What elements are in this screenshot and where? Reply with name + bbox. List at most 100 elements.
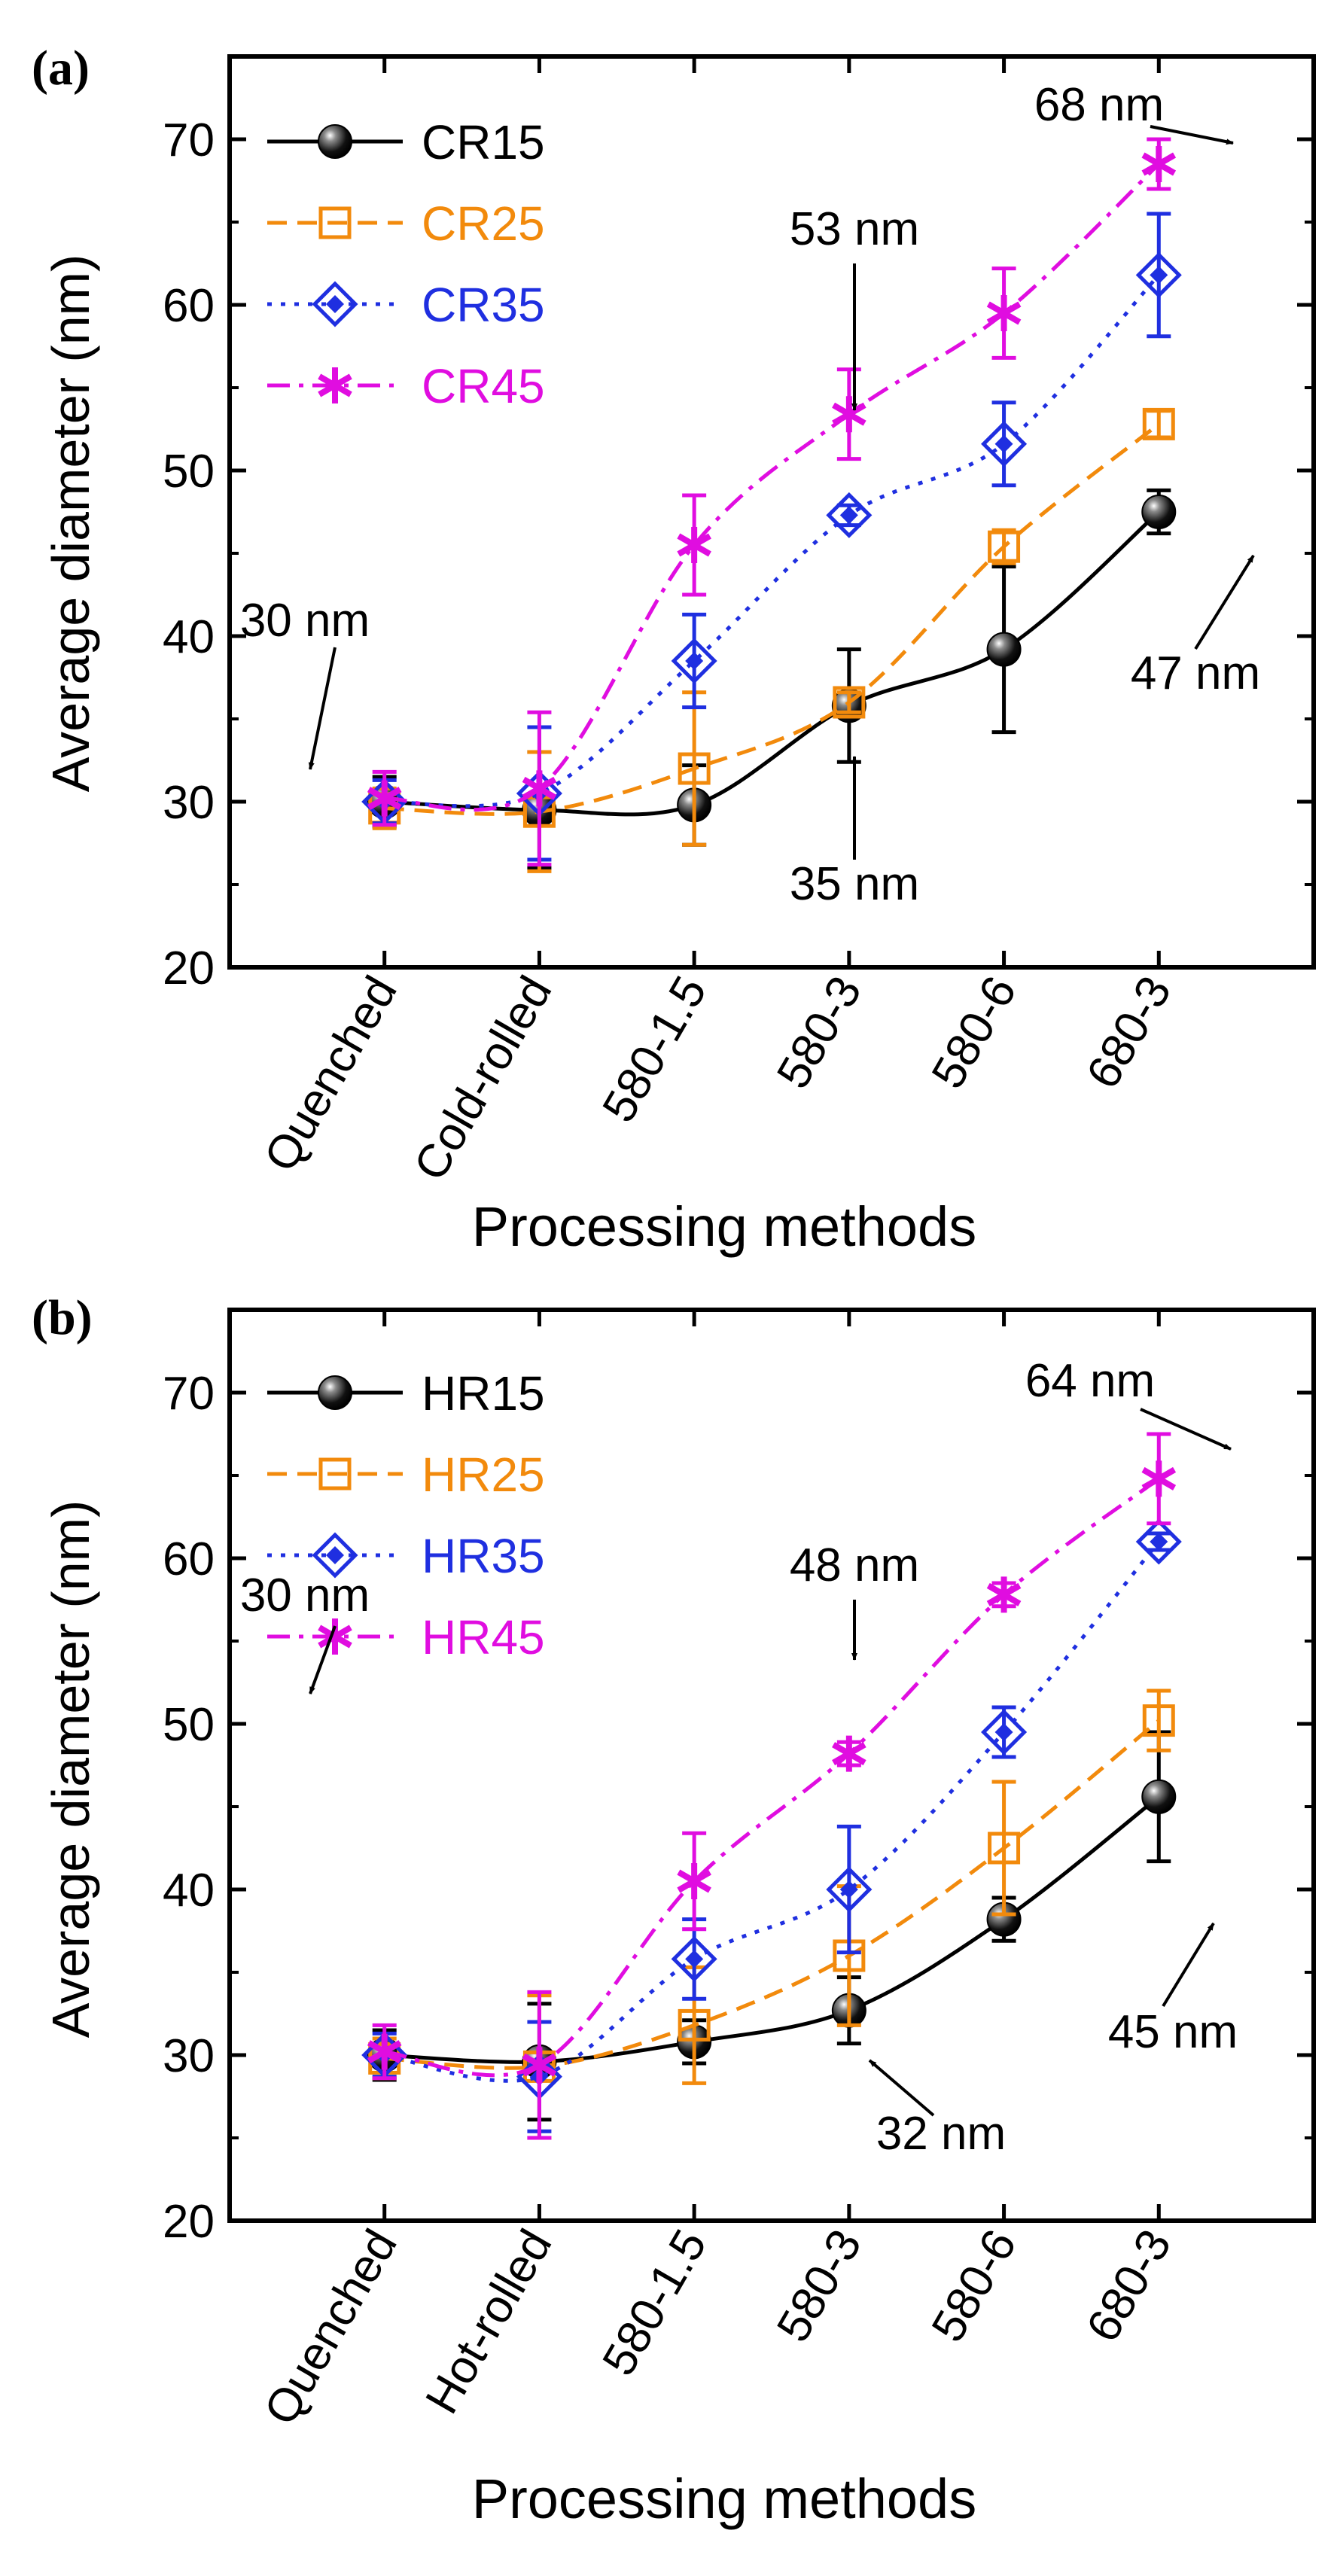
data-point <box>988 530 1021 563</box>
y-tick-label: 20 <box>163 942 215 994</box>
data-point <box>1141 146 1177 182</box>
legend-label: CR15 <box>422 115 545 169</box>
annotation-label: 48 nm <box>790 1539 919 1591</box>
data-point <box>677 1863 711 1899</box>
x-tick-label: Quenched <box>254 968 407 1180</box>
annotation-label: 53 nm <box>790 203 919 255</box>
annotation: 35 nm <box>790 756 919 910</box>
series-CR25 <box>368 407 1175 873</box>
legend-label: HR25 <box>422 1448 545 1502</box>
legend-item-CR25: CR25 <box>267 196 545 251</box>
annotation: 45 nm <box>1108 1922 1238 2058</box>
data-point <box>522 2047 557 2084</box>
series-HR15 <box>367 1730 1177 2122</box>
x-tick-label: 580-6 <box>922 2221 1027 2351</box>
legend-marker <box>312 281 358 327</box>
data-point-core <box>994 434 1013 453</box>
plot-frame <box>227 54 1316 970</box>
data-point <box>832 1735 866 1772</box>
data-point <box>832 396 866 433</box>
x-tick-label: 580-1.5 <box>592 968 717 1131</box>
annotation: 47 nm <box>1131 554 1260 699</box>
data-point-core <box>839 1880 858 1899</box>
panel-label: (a) <box>32 41 90 96</box>
legend-label: HR45 <box>422 1610 545 1664</box>
annotation-arrow <box>1162 1922 1215 2008</box>
data-point <box>826 1866 873 1913</box>
data-point <box>1135 1518 1182 1565</box>
data-point <box>986 632 1022 667</box>
series-line <box>384 163 1161 812</box>
series-line <box>384 273 1161 808</box>
series-HR25 <box>368 1688 1175 2140</box>
annotation-arrow <box>1140 1408 1232 1451</box>
panel-b: (b) Average diameter (nm) Processing met… <box>32 1290 1316 2530</box>
y-tick-label: 50 <box>163 1699 215 1751</box>
legend-label: HR35 <box>422 1529 545 1583</box>
annotation-label: 64 nm <box>1025 1355 1155 1407</box>
legend-item-CR35: CR35 <box>267 278 545 332</box>
data-point <box>986 1576 1022 1613</box>
data-point <box>671 638 717 684</box>
series-line <box>384 422 1160 816</box>
data-point <box>677 527 711 563</box>
data-point <box>988 1832 1021 1865</box>
data-point <box>986 295 1022 331</box>
y-axis-title: Average diameter (nm) <box>41 254 100 793</box>
legend-item-HR25: HR25 <box>267 1448 545 1502</box>
annotation-label: 68 nm <box>1034 79 1164 131</box>
y-axis-title: Average diameter (nm) <box>41 1500 100 2039</box>
legend-item-HR35: HR35 <box>267 1529 545 1583</box>
legend-marker-core <box>326 295 344 313</box>
legend-item-HR15: HR15 <box>267 1366 545 1420</box>
series-CR15 <box>367 488 1177 870</box>
series-line <box>384 1540 1161 2083</box>
annotation-arrow <box>868 2059 935 2117</box>
y-tick-label: 20 <box>163 2196 215 2248</box>
data-point <box>1142 407 1175 440</box>
x-tick-label: Hot-rolled <box>416 2221 562 2422</box>
legend-item-CR15: CR15 <box>267 115 545 169</box>
data-point <box>1135 251 1182 298</box>
x-tick-label: 580-1.5 <box>592 2221 717 2385</box>
annotation: 30 nm <box>240 595 370 770</box>
y-tick-label: 40 <box>163 1865 215 1917</box>
legend-marker <box>318 124 352 159</box>
panel-label: (b) <box>32 1290 93 1345</box>
data-point-core <box>685 652 704 670</box>
x-tick-label: 680-3 <box>1077 968 1181 1098</box>
annotation-label: 45 nm <box>1108 2006 1238 2058</box>
data-point <box>1141 495 1177 529</box>
legend-marker <box>318 1618 352 1655</box>
data-point-core <box>839 506 858 525</box>
data-point <box>981 421 1028 467</box>
data-point <box>1141 1460 1177 1497</box>
legend-marker <box>318 1457 352 1490</box>
x-axis-title: Processing methods <box>472 2468 976 2530</box>
annotation: 64 nm <box>1025 1355 1232 1451</box>
series-CR45 <box>367 137 1177 867</box>
plot-frame <box>227 1308 1316 2223</box>
legend-item-CR45: CR45 <box>267 359 545 413</box>
y-tick-label: 60 <box>163 1533 215 1585</box>
data-point-core <box>685 1950 704 1969</box>
annotation: 32 nm <box>868 2059 1006 2160</box>
data-point <box>826 492 873 538</box>
legend-label: CR35 <box>422 278 545 332</box>
annotation: 30 nm <box>240 1570 370 1694</box>
y-tick-label: 40 <box>163 611 215 663</box>
y-tick-label: 50 <box>163 446 215 498</box>
annotation-label: 47 nm <box>1131 647 1260 699</box>
annotation: 48 nm <box>790 1539 919 1661</box>
y-tick-label: 30 <box>163 777 215 829</box>
annotation-arrow <box>309 1625 337 1694</box>
x-tick-label: 680-3 <box>1077 2221 1181 2351</box>
data-point <box>522 770 557 807</box>
legend-marker <box>318 206 352 239</box>
series-HR45 <box>367 1432 1177 2140</box>
data-point <box>1142 1704 1175 1737</box>
x-tick-label: 580-3 <box>767 968 872 1098</box>
data-point <box>981 1709 1028 1755</box>
legend-marker-core <box>326 1546 344 1564</box>
